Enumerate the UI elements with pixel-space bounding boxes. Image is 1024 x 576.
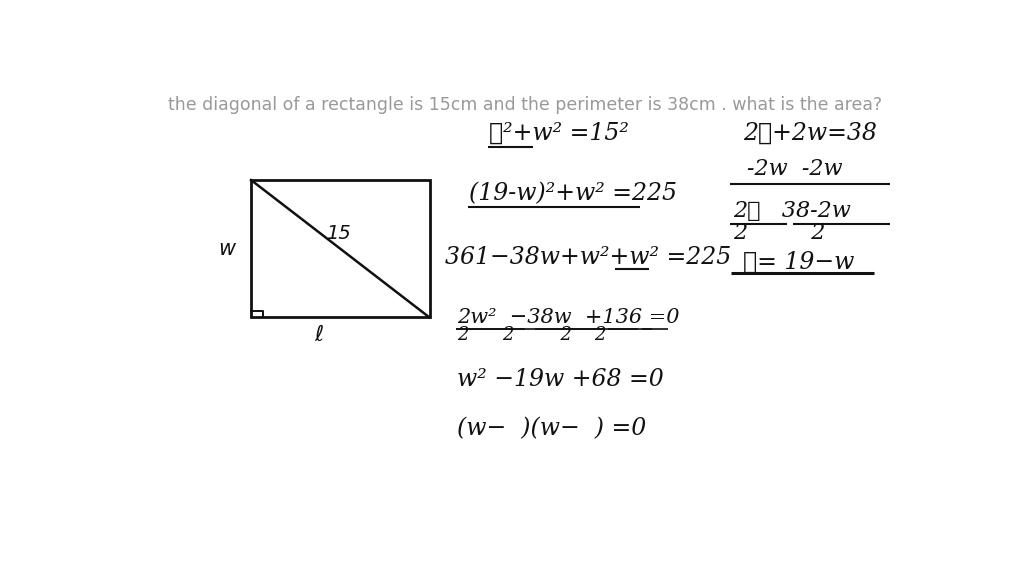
Text: 2      2        2    2: 2 2 2 2 — [458, 326, 607, 344]
Text: ℓ²+w² =15²: ℓ²+w² =15² — [489, 122, 629, 145]
Text: 2         2: 2 2 — [733, 222, 826, 244]
Text: w: w — [219, 238, 236, 259]
Text: 2w²  −38w  +136 =0: 2w² −38w +136 =0 — [458, 308, 680, 327]
Text: (w−  )(w−  ) =0: (w− )(w− ) =0 — [458, 417, 646, 440]
Text: ℓ: ℓ — [313, 325, 324, 345]
Text: 2ℓ   38-2w: 2ℓ 38-2w — [733, 200, 851, 222]
Bar — [251, 180, 430, 317]
Text: the diagonal of a rectangle is 15cm and the perimeter is 38cm . what is the area: the diagonal of a rectangle is 15cm and … — [168, 96, 882, 113]
Text: (19-w)²+w² =225: (19-w)²+w² =225 — [469, 182, 677, 205]
Text: -2w  -2w: -2w -2w — [748, 158, 843, 180]
Text: ℓ= 19−w: ℓ= 19−w — [743, 251, 854, 274]
Text: 2ℓ+2w=38: 2ℓ+2w=38 — [743, 122, 877, 145]
Text: 361−38w+w²+w² =225: 361−38w+w²+w² =225 — [445, 246, 732, 269]
Text: 15: 15 — [326, 223, 350, 242]
Text: w² −19w +68 =0: w² −19w +68 =0 — [458, 368, 665, 391]
